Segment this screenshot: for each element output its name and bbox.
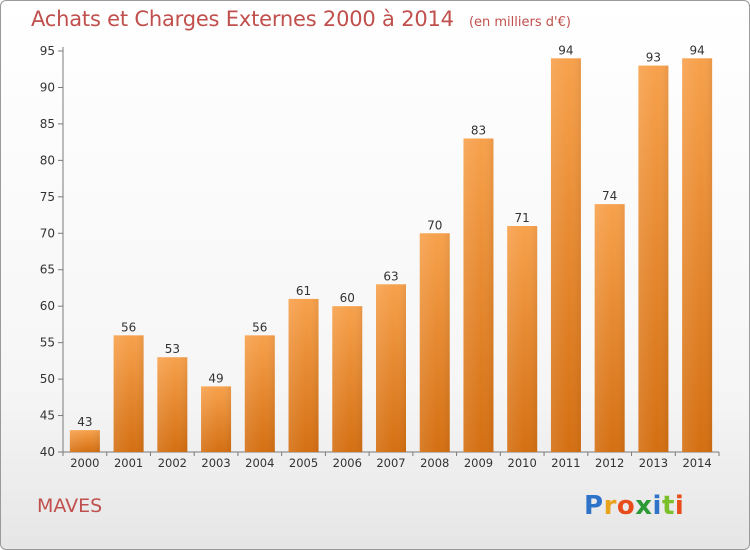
y-tick-label: 80 bbox=[40, 153, 55, 167]
y-tick-label: 55 bbox=[40, 336, 55, 350]
bar-highlight bbox=[594, 204, 625, 452]
logo-letter: o bbox=[616, 491, 636, 521]
chart-title: Achats et Charges Externes 2000 à 2014 bbox=[31, 7, 454, 31]
x-tick-label: 2003 bbox=[201, 456, 230, 470]
x-tick-label: 2006 bbox=[333, 456, 362, 470]
bars-group bbox=[69, 58, 713, 453]
data-label: 93 bbox=[646, 51, 661, 65]
bar-highlight bbox=[376, 284, 406, 452]
data-label: 56 bbox=[121, 320, 136, 334]
logo-letter: r bbox=[603, 491, 617, 521]
bar-highlight bbox=[332, 306, 363, 452]
data-label: 60 bbox=[340, 291, 355, 305]
y-tick-label: 85 bbox=[40, 117, 55, 131]
bar-highlight bbox=[244, 335, 275, 452]
x-tick-label: 2008 bbox=[420, 456, 449, 470]
bar-highlight bbox=[419, 233, 450, 452]
data-label: 74 bbox=[602, 189, 617, 203]
data-label: 56 bbox=[252, 320, 267, 334]
data-label: 43 bbox=[77, 415, 92, 429]
data-label: 61 bbox=[296, 284, 311, 298]
x-tick-label: 2013 bbox=[639, 456, 668, 470]
y-tick-label: 45 bbox=[40, 409, 55, 423]
y-tick-label: 65 bbox=[40, 263, 55, 277]
data-label: 53 bbox=[165, 342, 180, 356]
data-label: 71 bbox=[515, 211, 530, 225]
bar-highlight bbox=[113, 335, 144, 452]
data-labels-group: 43 56 53 49 56 61 60 63 70 83 71 94 74 93 94 bbox=[77, 43, 705, 429]
x-tick-label: 2014 bbox=[682, 456, 711, 470]
x-tick-label: 2002 bbox=[158, 456, 187, 470]
x-tick-label: 2007 bbox=[376, 456, 405, 470]
x-tick-label: 2010 bbox=[508, 456, 537, 470]
proxiti-logo: Proxiti bbox=[584, 491, 684, 521]
data-label: 94 bbox=[689, 43, 704, 57]
logo-letter: i bbox=[674, 491, 685, 521]
bar-highlight bbox=[69, 430, 100, 452]
x-tick-label: 2009 bbox=[464, 456, 493, 470]
x-tick-label: 2011 bbox=[551, 456, 580, 470]
logo-letter: x bbox=[635, 491, 653, 521]
logo-letter: t bbox=[661, 491, 675, 521]
y-tick-label: 75 bbox=[40, 190, 55, 204]
bar-highlight bbox=[463, 138, 494, 452]
x-tick-label: 2005 bbox=[289, 456, 318, 470]
x-tick-label: 2012 bbox=[595, 456, 624, 470]
bar-highlight bbox=[201, 386, 232, 452]
y-tick-label: 60 bbox=[40, 299, 55, 313]
y-tick-label: 95 bbox=[40, 44, 55, 58]
logo-letter: P bbox=[584, 491, 604, 521]
bar-highlight bbox=[507, 225, 538, 452]
bar-highlight bbox=[157, 357, 188, 452]
y-tick-label: 40 bbox=[40, 445, 55, 459]
bar-highlight bbox=[550, 58, 581, 453]
x-tick-label: 2004 bbox=[245, 456, 274, 470]
axes: 40 45 50 55 60 65 70 75 80 85 90 95 2000 2001 2002 2003… bbox=[40, 44, 720, 470]
data-label: 63 bbox=[383, 269, 398, 283]
data-label: 70 bbox=[427, 218, 442, 232]
y-tick-label: 50 bbox=[40, 372, 55, 386]
chart-title-block: Achats et Charges Externes 2000 à 2014 (… bbox=[31, 7, 571, 31]
data-label: 83 bbox=[471, 123, 486, 137]
logo-letter: i bbox=[652, 491, 662, 521]
x-tick-label: 2001 bbox=[114, 456, 143, 470]
chart-unit: (en milliers d'€) bbox=[468, 15, 571, 30]
y-tick-label: 90 bbox=[40, 80, 55, 94]
y-tick-label: 70 bbox=[40, 226, 55, 240]
x-tick-label: 2000 bbox=[70, 456, 99, 470]
bar-highlight bbox=[288, 298, 319, 452]
commune-name: MAVES bbox=[37, 495, 103, 517]
data-label: 94 bbox=[558, 43, 573, 57]
bar-highlight bbox=[638, 65, 669, 452]
data-label: 49 bbox=[208, 371, 223, 385]
bar-highlight bbox=[682, 58, 713, 453]
